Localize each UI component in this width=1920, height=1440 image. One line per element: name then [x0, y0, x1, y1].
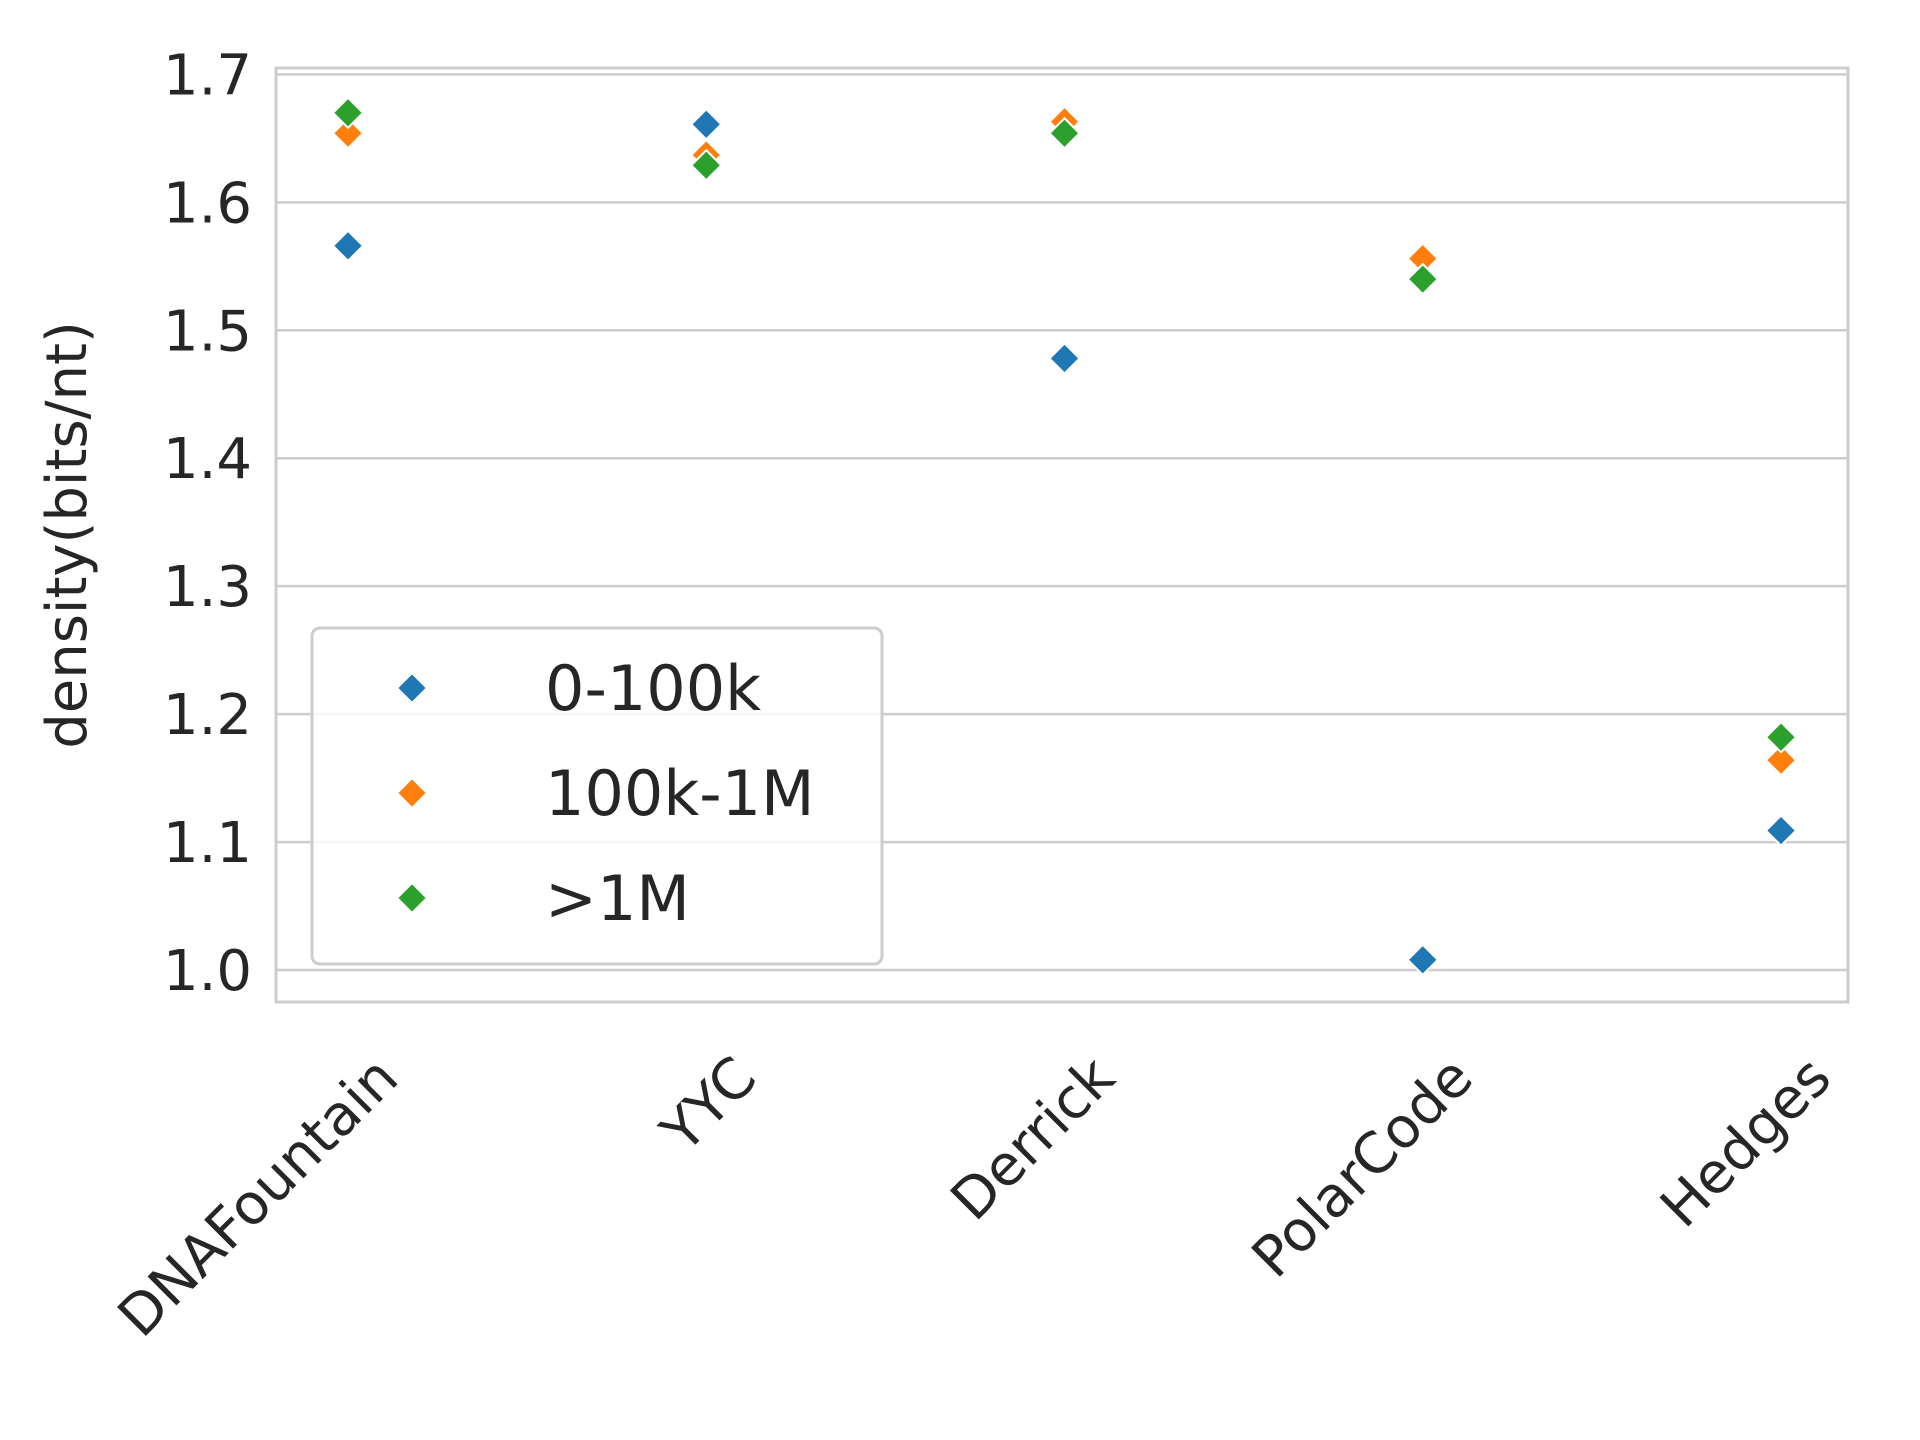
data-points	[331, 96, 1798, 977]
data-point	[689, 107, 723, 141]
legend: 0-100k 100k-1M >1M	[310, 626, 884, 966]
y-tick-label: 1.4	[163, 427, 252, 492]
x-tick-label: PolarCode	[1240, 1045, 1486, 1291]
plot-area	[274, 66, 1850, 1004]
y-axis-label: density(bits/nt)	[35, 321, 100, 749]
data-point	[1048, 342, 1081, 375]
data-point	[689, 148, 723, 182]
legend-marker	[395, 881, 429, 915]
x-tick-label: DNAFountain	[106, 1045, 411, 1350]
y-tick-label: 1.7	[163, 43, 252, 108]
y-tick-labels: 1.0 1.1 1.2 1.3 1.4 1.5 1.6 1.7	[163, 43, 252, 1004]
x-tick-label: Derrick	[939, 1044, 1128, 1233]
y-tick-label: 1.2	[163, 683, 252, 748]
data-point	[1406, 943, 1440, 977]
y-tick-label: 1.6	[163, 171, 252, 236]
data-point	[1764, 814, 1798, 847]
data-point	[331, 116, 365, 150]
legend-box	[310, 626, 884, 966]
data-point	[1048, 116, 1081, 150]
data-point	[331, 96, 365, 130]
legend-marker	[395, 776, 429, 810]
legend-label: 100k-1M	[545, 757, 815, 830]
y-tick-label: 1.5	[163, 299, 252, 364]
data-point	[1764, 720, 1798, 754]
data-point	[1764, 743, 1798, 777]
y-tick-label: 1.3	[163, 555, 252, 620]
data-point	[331, 229, 365, 263]
data-point	[1406, 262, 1440, 296]
legend-marker	[395, 671, 429, 705]
legend-label: 0-100k	[545, 652, 761, 725]
x-tick-label: Hedges	[1648, 1045, 1843, 1240]
x-tick-label: YYC	[648, 1045, 769, 1166]
y-tick-label: 1.0	[163, 939, 252, 1004]
y-tick-label: 1.1	[163, 811, 252, 876]
x-tick-labels: DNAFountain YYC Derrick PolarCode Hedges	[106, 1044, 1844, 1349]
legend-label: >1M	[545, 862, 690, 935]
